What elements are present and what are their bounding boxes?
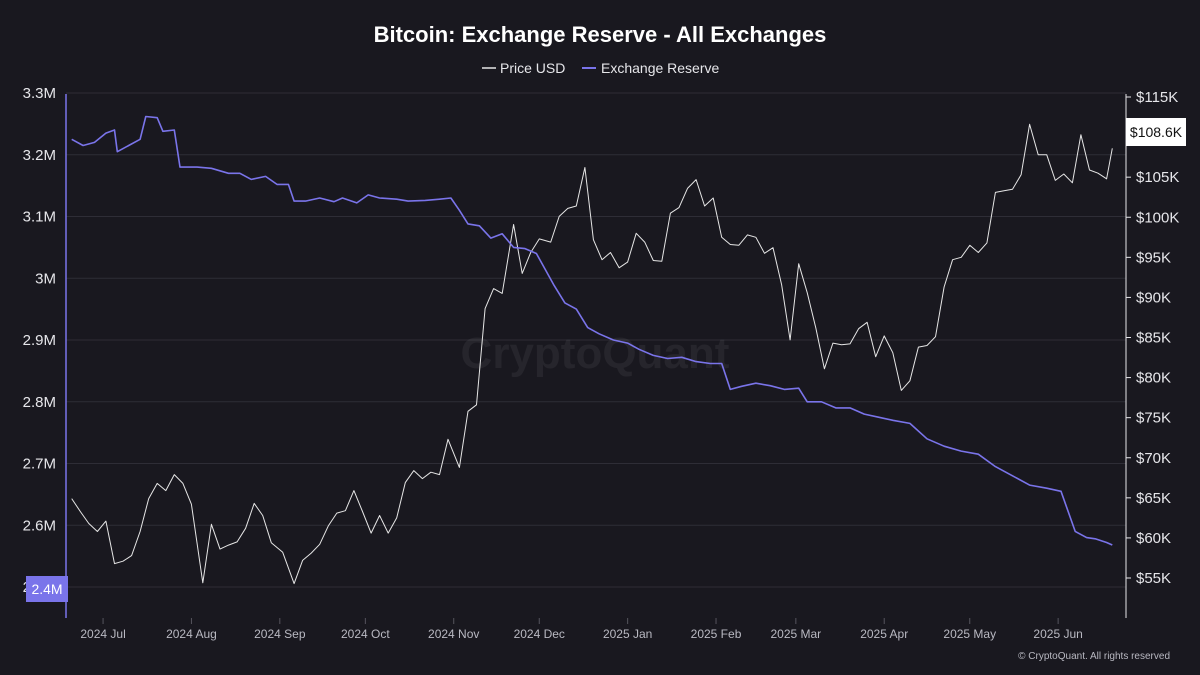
right-tick-label: $85K — [1136, 330, 1171, 347]
right-tick-label: $105K — [1136, 169, 1179, 186]
x-tick-label: 2024 Aug — [166, 627, 217, 641]
legend-price-label[interactable]: Price USD — [500, 60, 565, 76]
right-tick-label: $60K — [1136, 530, 1171, 547]
right-tick-label: $90K — [1136, 289, 1171, 306]
gridlines — [66, 92, 1126, 588]
price-value-badge — [1126, 118, 1186, 146]
right-tick-label: $115K — [1136, 89, 1178, 106]
copyright-notice: © CryptoQuant. All rights reserved — [1018, 651, 1170, 662]
price-value-badge-label: $108.6K — [1130, 124, 1183, 140]
reserve-value-badge-label: 2.4M — [31, 581, 62, 597]
x-tick-label: 2025 Feb — [691, 627, 742, 641]
exchange-reserve-line — [71, 115, 1113, 546]
legend[interactable]: Price USD Exchange Reserve — [482, 60, 720, 76]
left-tick-label: 3.2M — [23, 147, 56, 164]
legend-reserve-label[interactable]: Exchange Reserve — [601, 60, 720, 76]
x-tick-label: 2025 Apr — [860, 627, 908, 641]
right-tick-label: $75K — [1136, 410, 1171, 427]
left-tick-label: 2.8M — [23, 394, 56, 411]
x-tick-label: 2024 Nov — [428, 627, 479, 641]
right-axis-ticks: $115K$110K$105K$100K$95K$90K$85K$80K$75K… — [1126, 89, 1179, 587]
right-tick-label: $65K — [1136, 490, 1171, 507]
x-tick-label: 2025 Jan — [603, 627, 652, 641]
left-tick-label: 2.9M — [23, 332, 56, 349]
left-tick-label: 2.6M — [23, 517, 56, 534]
x-tick-label: 2024 Sep — [254, 627, 306, 641]
value-badges: 2.4M $108.6K — [26, 118, 1186, 602]
watermark: CryptoQuant — [461, 329, 730, 378]
right-tick-label: $70K — [1136, 450, 1171, 467]
x-tick-label: 2025 Mar — [770, 627, 821, 641]
reserve-value-badge — [26, 576, 68, 602]
x-tick-label: 2025 Jun — [1033, 627, 1082, 641]
left-tick-label: 3.1M — [23, 209, 56, 226]
left-tick-label: 3M — [35, 270, 56, 287]
x-tick-label: 2024 Dec — [514, 627, 565, 641]
x-tick-label: 2025 May — [943, 627, 996, 641]
x-axis-ticks: 2024 Jul 2024 Aug 2024 Sep 2024 Oct 2024 Nov… — [80, 618, 1083, 641]
right-tick-label: $80K — [1136, 370, 1171, 387]
price-usd-line — [71, 123, 1113, 585]
right-tick-label: $55K — [1136, 570, 1171, 587]
series-layer — [71, 115, 1113, 585]
right-tick-label: $100K — [1136, 209, 1179, 226]
right-tick-label: $95K — [1136, 249, 1171, 266]
left-tick-label: 3.3M — [23, 85, 56, 102]
left-tick-label: 2.7M — [23, 456, 56, 473]
x-tick-label: 2024 Jul — [80, 627, 125, 641]
chart-title: Bitcoin: Exchange Reserve - All Exchange… — [374, 22, 827, 47]
x-tick-label: 2024 Oct — [341, 627, 390, 641]
